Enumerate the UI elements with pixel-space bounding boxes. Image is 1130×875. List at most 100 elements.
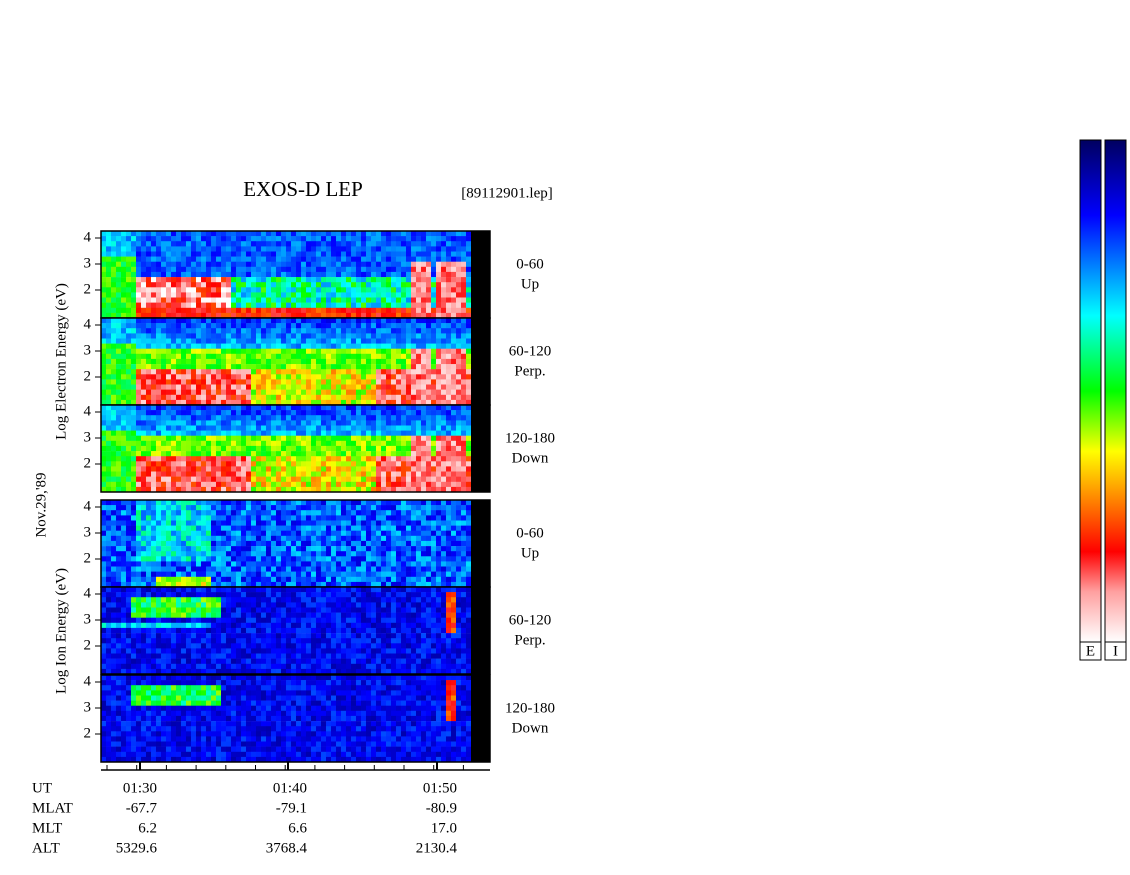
- spectrogram-cell: [346, 251, 352, 257]
- spectrogram-cell: [146, 451, 152, 457]
- spectrogram-cell: [371, 333, 377, 339]
- spectrogram-cell: [121, 348, 127, 355]
- spectrogram-cell: [286, 466, 292, 472]
- spectrogram-cell: [301, 353, 307, 360]
- spectrogram-cell: [236, 312, 242, 319]
- spectrogram-cell: [341, 256, 347, 262]
- spectrogram-cell: [141, 287, 147, 293]
- spectrogram-cell: [396, 471, 402, 477]
- spectrogram-cell: [411, 302, 417, 308]
- spectrogram-cell: [296, 282, 302, 288]
- spectrogram-cell: [111, 546, 117, 552]
- spectrogram-cell: [206, 410, 212, 416]
- spectrogram-cell: [211, 338, 217, 344]
- spectrogram-cell: [116, 546, 122, 552]
- spectrogram-cell: [446, 425, 452, 431]
- spectrogram-cell: [371, 551, 377, 557]
- spectrogram-cell: [141, 312, 147, 319]
- spectrogram-cell: [111, 328, 117, 334]
- spectrogram-cell: [266, 394, 272, 401]
- spectrogram-cell: [361, 505, 367, 511]
- spectrogram-cell: [201, 486, 207, 493]
- spectrogram-cell: [141, 425, 147, 431]
- spectrogram-cell: [291, 292, 297, 298]
- y-tick-label: 3: [84, 255, 92, 271]
- spectrogram-cell: [301, 510, 307, 516]
- spectrogram-cell: [331, 318, 337, 324]
- spectrogram-cell: [451, 486, 457, 493]
- spectrogram-cell: [381, 374, 387, 380]
- spectrogram-cell: [206, 369, 212, 375]
- spectrogram-cell: [171, 374, 177, 380]
- spectrogram-cell: [446, 576, 452, 583]
- spectrogram-cell: [371, 566, 377, 572]
- spectrogram-cell: [421, 318, 427, 324]
- spectrogram-cell: [121, 551, 127, 557]
- spectrogram-cell: [316, 287, 322, 293]
- spectrogram-cell: [301, 241, 307, 247]
- spectrogram-cell: [236, 581, 242, 588]
- spectrogram-cell: [381, 451, 387, 457]
- spectrogram-cell: [451, 405, 457, 411]
- spectrogram-cell: [201, 520, 207, 526]
- spectrogram-cell: [331, 338, 337, 344]
- spectrogram-cell: [401, 530, 407, 537]
- spectrogram-cell: [306, 379, 312, 385]
- spectrogram-cell: [446, 271, 452, 278]
- spectrogram-cell: [326, 271, 332, 278]
- spectrogram-cell: [136, 271, 142, 278]
- spectrogram-cell: [441, 236, 447, 242]
- spectrogram-cell: [266, 236, 272, 242]
- spectrogram-cell: [416, 394, 422, 401]
- spectrogram-cell: [346, 556, 352, 562]
- spectrogram-cell: [336, 466, 342, 472]
- spectrogram-cell: [276, 456, 282, 462]
- spectrogram-cell: [116, 405, 122, 411]
- spectrogram-cell: [361, 551, 367, 557]
- spectrogram-cell: [421, 510, 427, 516]
- spectrogram-cell: [236, 476, 242, 482]
- spectrogram-cell: [306, 297, 312, 303]
- spectrogram-cell: [361, 348, 367, 355]
- spectrogram-cell: [181, 530, 187, 537]
- spectrogram-cell: [256, 246, 262, 252]
- spectrogram-cell: [271, 505, 277, 511]
- spectrogram-cell: [421, 525, 427, 531]
- spectrogram-cell: [176, 353, 182, 360]
- spectrogram-cell: [301, 389, 307, 395]
- spectrogram-cell: [256, 540, 262, 547]
- spectrogram-cell: [336, 369, 342, 375]
- spectrogram-cell: [166, 236, 172, 242]
- spectrogram-cell: [401, 348, 407, 355]
- spectrogram-cell: [131, 510, 137, 516]
- spectrogram-cell: [281, 435, 287, 442]
- spectrogram-cell: [316, 435, 322, 442]
- spectrogram-cell: [156, 546, 162, 552]
- spectrogram-cell: [191, 236, 197, 242]
- spectrogram-cell: [391, 261, 397, 268]
- spectrogram-cell: [376, 515, 382, 521]
- spectrogram-cell: [156, 581, 162, 588]
- spectrogram-cell: [466, 231, 472, 237]
- spectrogram-cell: [341, 525, 347, 531]
- spectrogram-cell: [271, 415, 277, 421]
- spectrogram-cell: [396, 318, 402, 324]
- spectrogram-cell: [231, 520, 237, 526]
- spectrogram-cell: [331, 435, 337, 442]
- spectrogram-cell: [256, 338, 262, 344]
- spectrogram-cell: [131, 353, 137, 360]
- spectrogram-cell: [316, 461, 322, 467]
- spectrogram-cell: [411, 476, 417, 482]
- spectrogram-cell: [176, 466, 182, 472]
- spectrogram-cell: [196, 546, 202, 552]
- spectrogram-cell: [386, 430, 392, 436]
- spectrogram-cell: [176, 241, 182, 247]
- spectrogram-cell: [386, 435, 392, 442]
- spectrogram-cell: [166, 486, 172, 493]
- spectrogram-cell: [401, 576, 407, 583]
- spectrogram-cell: [466, 415, 472, 421]
- spectrogram-cell: [351, 486, 357, 493]
- spectrogram-cell: [141, 241, 147, 247]
- spectrogram-cell: [201, 481, 207, 488]
- spectrogram-cell: [351, 430, 357, 436]
